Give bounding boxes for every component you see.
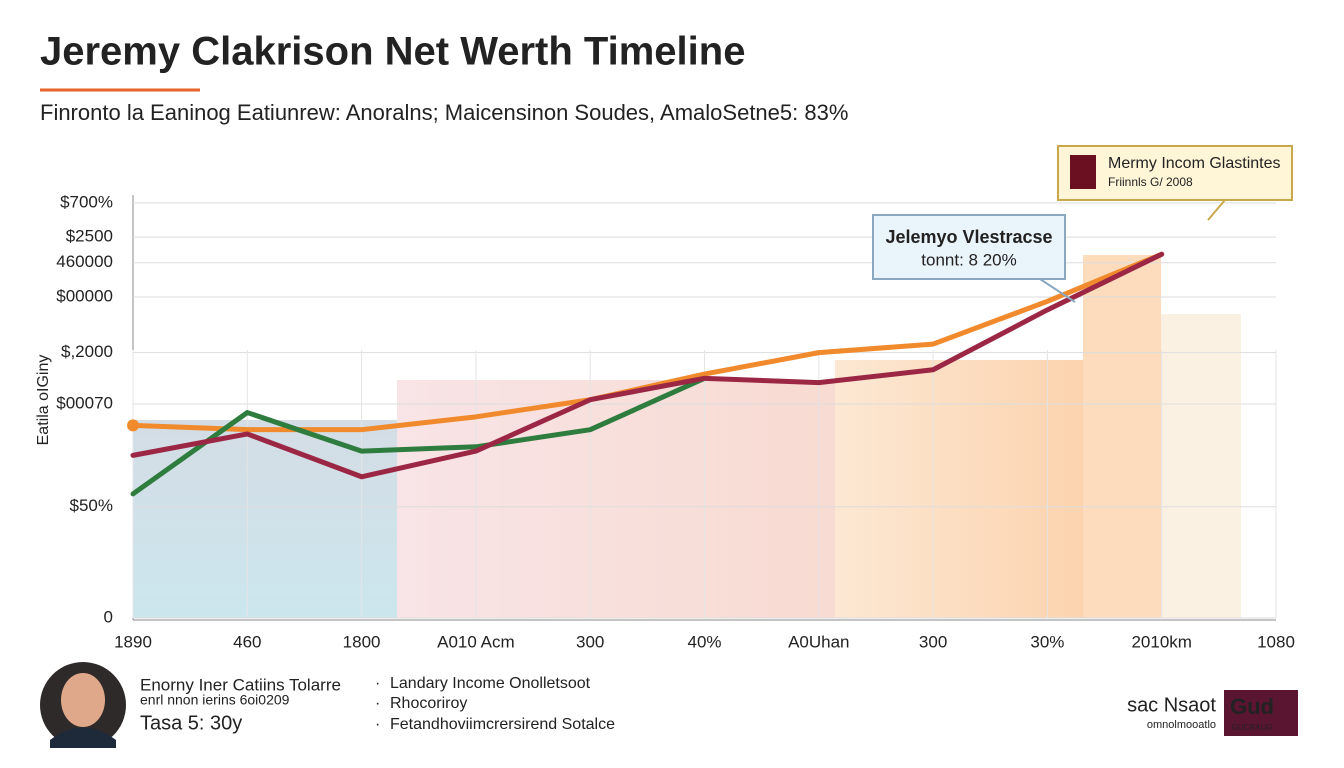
x-tick-label: 1890: [114, 632, 152, 651]
footer-bullet: Landary Income Onolletsoot: [390, 675, 591, 692]
logo-text: Gud: [1230, 694, 1274, 719]
x-tick-label: 300: [576, 632, 604, 651]
y-tick-label: $,2000: [61, 342, 113, 361]
footer-bullet: Fetandhoviimcrersirend Sotalce: [390, 716, 615, 733]
annotation-icon: [1070, 155, 1096, 189]
y-tick-label: $2500: [66, 227, 113, 246]
plot-area: [127, 202, 1277, 619]
footer-bullet: Rhocoriroy: [390, 695, 467, 712]
footer-text: Tasa 5: 30y: [140, 712, 242, 734]
background-band: [835, 360, 1083, 618]
bullet: ·: [375, 675, 380, 692]
x-tick-label: 2010km: [1131, 632, 1191, 651]
y-tick-label: $700%: [60, 192, 113, 211]
x-tick-label: 1080: [1257, 632, 1295, 651]
footer: Enorny Iner Catiins Tolarre enrl nnon ie…: [40, 662, 1298, 748]
annotation-text: tonnt: 8 20%: [921, 250, 1016, 269]
annotation-box: [872, 214, 1066, 280]
y-axis-label: Eatila oIGiny: [35, 355, 52, 446]
annotation-pointer: [1039, 278, 1076, 303]
y-tick-label: 460000: [56, 252, 113, 271]
x-tick-label: 300: [919, 632, 947, 651]
y-tick-label: $00070: [56, 393, 113, 412]
logo: [1224, 690, 1298, 736]
y-tick-label: $00000: [56, 286, 113, 305]
x-tick-label: 460: [233, 632, 261, 651]
y-tick-label: $50%: [70, 496, 113, 515]
y-tick-label: 0: [104, 607, 113, 626]
brand: sac Nsaot: [1127, 694, 1216, 716]
annotation-title: Mermy Incom Glastintes: [1108, 155, 1280, 172]
footer-name: Enorny Iner Catiins Tolarre: [140, 675, 341, 694]
brand-sub: omnolmooatlo: [1147, 719, 1216, 731]
series-line: [130, 251, 1165, 480]
bullet: ·: [375, 695, 380, 712]
chart-title: Jeremy Clakrison Net Werth Timeline: [40, 30, 745, 74]
x-tick-label: A010 Acm: [437, 632, 515, 651]
annotation-title: Jelemyo Vlestracse: [885, 227, 1052, 247]
footer-text: enrl nnon ierins 6oi0209: [140, 692, 290, 708]
logo-sub: GUCRAUG: [1232, 723, 1273, 732]
background-band: [1083, 255, 1161, 618]
series-start-dot: [127, 419, 139, 432]
x-tick-label: 30%: [1030, 632, 1064, 651]
x-tick-label: 1800: [343, 632, 381, 651]
portrait-face: [61, 673, 105, 727]
background-band: [1161, 314, 1241, 618]
bullet: ·: [375, 716, 380, 733]
annotation-box: [1057, 145, 1293, 201]
x-tick-label: A0Uhan: [788, 632, 849, 651]
x-tick-label: 40%: [687, 632, 721, 651]
background-band: [133, 420, 397, 618]
annotation-text: Friinnls G/ 2008: [1108, 175, 1193, 189]
annotation: Jelemyo Vlestracse tonnt: 8 20%: [872, 214, 1076, 303]
chart-subtitle: Finronto la Eaninog Eatiunrew: Anoralns;…: [40, 100, 848, 125]
annotation-pointer: [1207, 199, 1226, 221]
annotation: Mermy Incom Glastintes Friinnls G/ 2008: [1057, 145, 1293, 221]
portrait-suit: [50, 727, 116, 748]
series-line: [130, 375, 707, 497]
